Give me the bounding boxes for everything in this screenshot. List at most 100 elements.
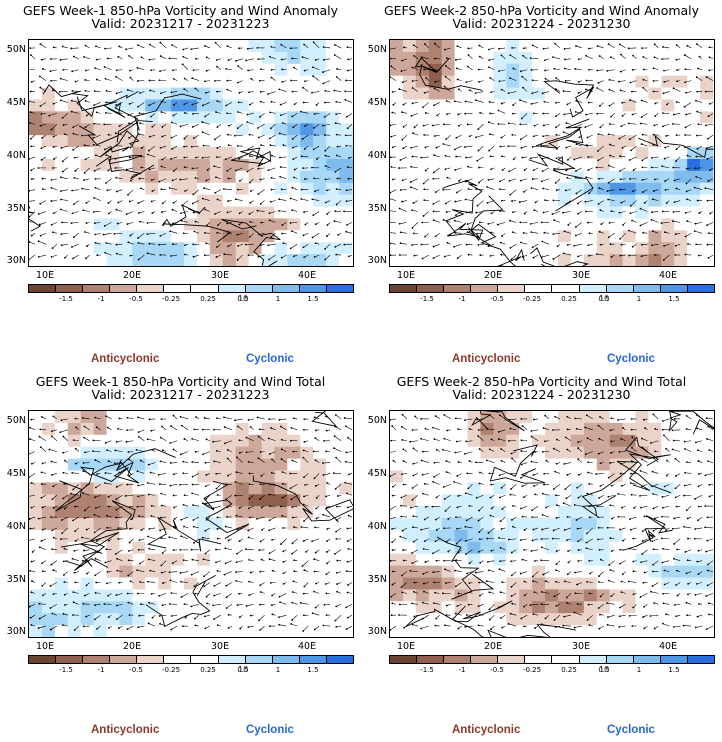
- colorbar-swatch: [417, 285, 445, 292]
- panel-valid-dates: Valid: 20231224 - 20231230: [452, 16, 631, 31]
- colorbar-tick: 0.5: [598, 666, 610, 674]
- lat-label: 45N: [367, 468, 387, 479]
- anticyclonic-label: Anticyclonic: [452, 353, 521, 365]
- colorbar-tick: 1: [636, 666, 642, 674]
- colorbar: [28, 655, 354, 664]
- colorbar-swatch: [606, 285, 634, 292]
- map-panel-4: GEFS Week-2 850-hPa Vorticity and Wind T…: [361, 371, 722, 742]
- lon-label: 20E: [123, 270, 142, 281]
- panel-title: GEFS Week-1 850-hPa Vorticity and Wind T…: [35, 374, 326, 389]
- colorbar-scale-factor: 10: [599, 294, 610, 303]
- vorticity-map: [389, 410, 715, 638]
- colorbar-swatch: [164, 656, 192, 663]
- colorbar-swatch: [245, 285, 273, 292]
- colorbar-tick: 0.25: [200, 666, 216, 674]
- colorbar-swatch: [56, 656, 84, 663]
- lat-label: 35N: [367, 203, 387, 214]
- lat-label: 40N: [6, 521, 26, 532]
- colorbar-swatch: [326, 285, 353, 292]
- colorbar-tick: -0.25: [161, 295, 181, 303]
- colorbar-tick: 1: [275, 666, 281, 674]
- colorbar-swatch: [83, 656, 111, 663]
- colorbar-tick: 0.5: [237, 666, 249, 674]
- map-svg: [390, 411, 714, 637]
- colorbar-swatch: [444, 656, 472, 663]
- colorbar-swatch: [552, 656, 580, 663]
- lon-label: 40E: [659, 641, 678, 652]
- colorbar-swatch: [29, 656, 57, 663]
- colorbar-tick: -0.25: [522, 295, 542, 303]
- colorbar-swatch: [525, 656, 553, 663]
- lat-label: 40N: [367, 150, 387, 161]
- colorbar-swatch: [299, 285, 327, 292]
- colorbar: [389, 284, 715, 293]
- colorbar-tick: 1: [275, 295, 281, 303]
- colorbar-swatch: [579, 656, 607, 663]
- colorbar-swatch: [218, 285, 246, 292]
- lon-label: 20E: [484, 270, 503, 281]
- lon-label: 30E: [211, 641, 230, 652]
- colorbar-tick: -1: [97, 295, 105, 303]
- colorbar-tick: 1.5: [307, 666, 319, 674]
- colorbar-tick: 0.5: [237, 295, 249, 303]
- panel-valid-dates: Valid: 20231217 - 20231223: [91, 387, 270, 402]
- map-svg: [29, 411, 353, 637]
- colorbar-swatch: [471, 656, 499, 663]
- map-panel-1: GEFS Week-1 850-hPa Vorticity and Wind A…: [0, 0, 361, 371]
- colorbar-scale-factor: 10: [238, 294, 249, 303]
- lat-label: 35N: [367, 574, 387, 585]
- colorbar-swatch: [633, 285, 661, 292]
- colorbar-swatch: [552, 285, 580, 292]
- colorbar-tick: -1: [97, 666, 105, 674]
- colorbar: [389, 655, 715, 664]
- colorbar-swatch: [471, 285, 499, 292]
- panel-valid-dates: Valid: 20231217 - 20231223: [91, 16, 270, 31]
- cyclonic-label: Cyclonic: [246, 353, 294, 365]
- colorbar-swatch: [687, 656, 714, 663]
- colorbar-swatch: [660, 285, 688, 292]
- colorbar-swatch: [299, 656, 327, 663]
- colorbar-tick: 1: [636, 295, 642, 303]
- lat-label: 40N: [367, 521, 387, 532]
- colorbar-tick: -1: [458, 295, 466, 303]
- colorbar-swatch: [326, 656, 353, 663]
- lat-label: 50N: [367, 415, 387, 426]
- colorbar-swatch: [137, 656, 165, 663]
- lon-label: 20E: [484, 641, 503, 652]
- colorbar-tick: -1.5: [420, 295, 434, 303]
- colorbar-scale-factor: 10: [238, 665, 249, 674]
- lon-label: 30E: [572, 270, 591, 281]
- colorbar-swatch: [444, 285, 472, 292]
- colorbar-tick: 0.25: [561, 295, 577, 303]
- colorbar-scale-factor: 10: [599, 665, 610, 674]
- colorbar-swatch: [137, 285, 165, 292]
- anticyclonic-label: Anticyclonic: [91, 724, 160, 736]
- colorbar-tick: -1.5: [420, 666, 434, 674]
- colorbar-swatch: [191, 285, 219, 292]
- colorbar-swatch: [498, 656, 526, 663]
- lon-label: 30E: [211, 270, 230, 281]
- colorbar-swatch: [83, 285, 111, 292]
- lat-label: 50N: [6, 415, 26, 426]
- colorbar-swatch: [660, 656, 688, 663]
- lat-label: 50N: [367, 44, 387, 55]
- colorbar-swatch: [218, 656, 246, 663]
- lat-label: 40N: [6, 150, 26, 161]
- colorbar-swatch: [164, 285, 192, 292]
- lat-label: 45N: [6, 468, 26, 479]
- panel-title: GEFS Week-2 850-hPa Vorticity and Wind T…: [396, 374, 687, 389]
- colorbar: [28, 284, 354, 293]
- lon-label: 40E: [659, 270, 678, 281]
- colorbar-tick: -1.5: [59, 666, 73, 674]
- colorbar-tick: -1: [458, 666, 466, 674]
- colorbar-swatch: [56, 285, 84, 292]
- lon-label: 10E: [397, 641, 416, 652]
- cyclonic-label: Cyclonic: [246, 724, 294, 736]
- lon-label: 30E: [572, 641, 591, 652]
- lon-label: 10E: [36, 641, 55, 652]
- lat-label: 50N: [6, 44, 26, 55]
- map-svg: [29, 40, 353, 266]
- colorbar-tick: 0.25: [561, 666, 577, 674]
- lon-label: 10E: [36, 270, 55, 281]
- colorbar-tick: 1.5: [668, 295, 680, 303]
